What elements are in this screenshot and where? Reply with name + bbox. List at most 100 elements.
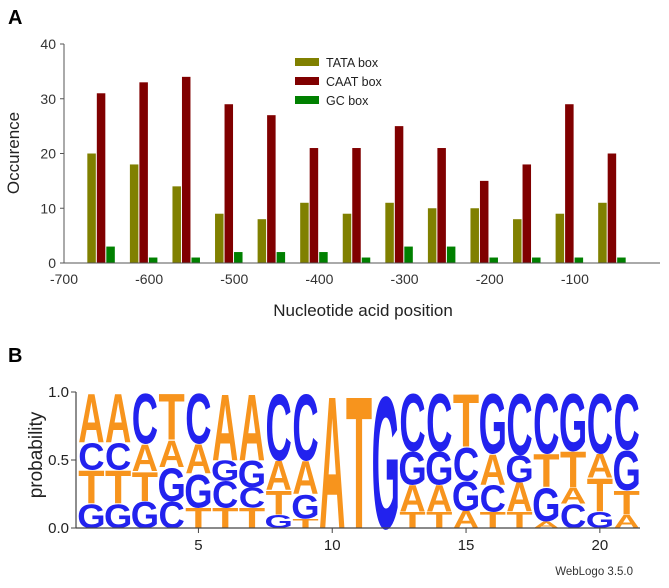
logo-letter-t: T <box>533 444 560 497</box>
y-tick-label: 20 <box>40 146 56 162</box>
logo-letter-t: T <box>613 485 640 523</box>
sequence-logo-y-ticks: 0.0 0.5 1.0 <box>48 384 76 537</box>
legend-swatch <box>295 96 319 104</box>
bar-tata-box <box>555 213 565 263</box>
logo-letter-c: C <box>453 438 479 491</box>
x-tick-label: -400 <box>305 271 333 287</box>
logo-x-tick-label: 10 <box>324 537 341 554</box>
bar-gc-box <box>489 257 498 263</box>
bar-gc-box <box>361 257 371 263</box>
bar-caat-box <box>352 148 361 263</box>
y-tick-label: 10 <box>40 200 56 216</box>
logo-letter-g: G <box>184 465 212 518</box>
bar-caat-box <box>309 148 319 263</box>
bar-gc-box <box>319 252 328 263</box>
logo-letter-c: C <box>426 378 452 468</box>
logo-letter-c: C <box>159 493 185 536</box>
logo-letter-a: A <box>132 436 158 479</box>
logo-letter-a: A <box>185 437 211 483</box>
logo-letter-a: A <box>319 357 345 568</box>
bar-tata-box <box>342 213 352 263</box>
legend-swatch <box>295 58 319 66</box>
bar-gc-box <box>617 257 626 263</box>
logo-letter-t: T <box>78 461 105 514</box>
logo-letter-g: G <box>559 378 587 468</box>
bar-caat-box <box>607 153 617 263</box>
logo-letter-a: A <box>533 519 559 530</box>
logo-letter-c: C <box>266 376 292 482</box>
x-tick-label: -100 <box>561 271 589 287</box>
logo-letter-a: A <box>292 451 318 504</box>
weblogo-credit: WebLogo 3.5.0 <box>555 566 633 578</box>
logo-letter-a: A <box>560 484 586 509</box>
bar-caat-box <box>224 104 234 263</box>
logo-y-tick-label: 1.0 <box>48 384 69 401</box>
x-tick-label: -300 <box>391 271 419 287</box>
logo-letter-t: T <box>132 463 158 509</box>
bar-tata-box <box>257 219 267 263</box>
logo-letter-g: G <box>372 357 400 568</box>
logo-letter-c: C <box>613 378 639 467</box>
logo-letter-c: C <box>105 435 131 478</box>
bar-tata-box <box>129 164 139 263</box>
bar-tata-box <box>513 219 522 263</box>
bar-gc-box <box>191 257 200 263</box>
bar-tata-box <box>385 202 394 263</box>
y-tick-label: 30 <box>40 91 56 107</box>
logo-letter-t: T <box>399 508 425 533</box>
logo-letter-g: G <box>238 453 266 496</box>
bar-gc-box <box>276 252 286 263</box>
logo-letter-g: G <box>77 498 105 536</box>
x-tick-label: -700 <box>50 271 78 287</box>
logo-letter-t: T <box>212 502 238 534</box>
logo-letter-g: G <box>505 447 533 490</box>
logo-letter-c: C <box>506 378 532 475</box>
logo-letter-t: T <box>587 469 614 522</box>
bar-gc-box <box>446 246 456 263</box>
logo-letter-t: T <box>560 441 586 498</box>
logo-letter-t: T <box>346 358 372 569</box>
y-tick-label: 0 <box>48 255 56 271</box>
logo-letter-g: G <box>479 377 507 472</box>
bar-tata-box <box>172 186 181 263</box>
logo-letter-c: C <box>292 376 318 482</box>
logo-letter-g: G <box>211 454 239 486</box>
logo-letter-t: T <box>426 508 452 533</box>
logo-letter-g: G <box>452 474 480 520</box>
bar-chart-legend: TATA box CAAT box GC box <box>295 56 383 108</box>
bar-tata-box <box>470 208 479 263</box>
logo-letter-g: G <box>532 479 560 532</box>
sequence-logo-x-ticks: 5 10 15 20 <box>194 528 608 554</box>
logo-letter-g: G <box>612 440 640 503</box>
bar-tata-box <box>87 153 96 263</box>
logo-letter-a: A <box>587 448 613 486</box>
panel-a-label: A <box>8 7 22 29</box>
bar-caat-box <box>565 104 574 263</box>
logo-letter-t: T <box>480 508 506 533</box>
bar-chart-x-ticks: -700 -600 -500 -400 -300 -200 -100 <box>50 271 589 287</box>
bar-chart-y-axis-label: Occurence <box>4 112 23 194</box>
logo-letter-g: G <box>104 498 132 536</box>
bar-gc-box <box>574 257 584 263</box>
logo-letter-c: C <box>560 498 586 536</box>
bar-caat-box <box>139 82 148 263</box>
bar-caat-box <box>522 164 532 263</box>
logo-letter-a: A <box>159 432 185 475</box>
logo-letter-c: C <box>185 379 211 460</box>
bar-gc-box <box>234 252 243 263</box>
legend-label: GC box <box>326 94 369 108</box>
logo-letter-t: T <box>266 485 293 523</box>
logo-letter-g: G <box>158 458 186 511</box>
x-tick-label: -500 <box>220 271 248 287</box>
logo-letter-t: T <box>105 461 132 514</box>
logo-letter-a: A <box>212 376 238 482</box>
legend-label: TATA box <box>326 56 379 70</box>
bar-chart-x-axis-label: Nucleotide acid position <box>273 301 453 320</box>
logo-y-tick-label: 0.5 <box>48 452 69 469</box>
logo-letter-c: C <box>399 378 425 468</box>
bar-caat-box <box>181 76 191 263</box>
sequence-logo-y-axis-label: probability <box>26 411 47 498</box>
logo-letter-g: G <box>291 489 319 527</box>
